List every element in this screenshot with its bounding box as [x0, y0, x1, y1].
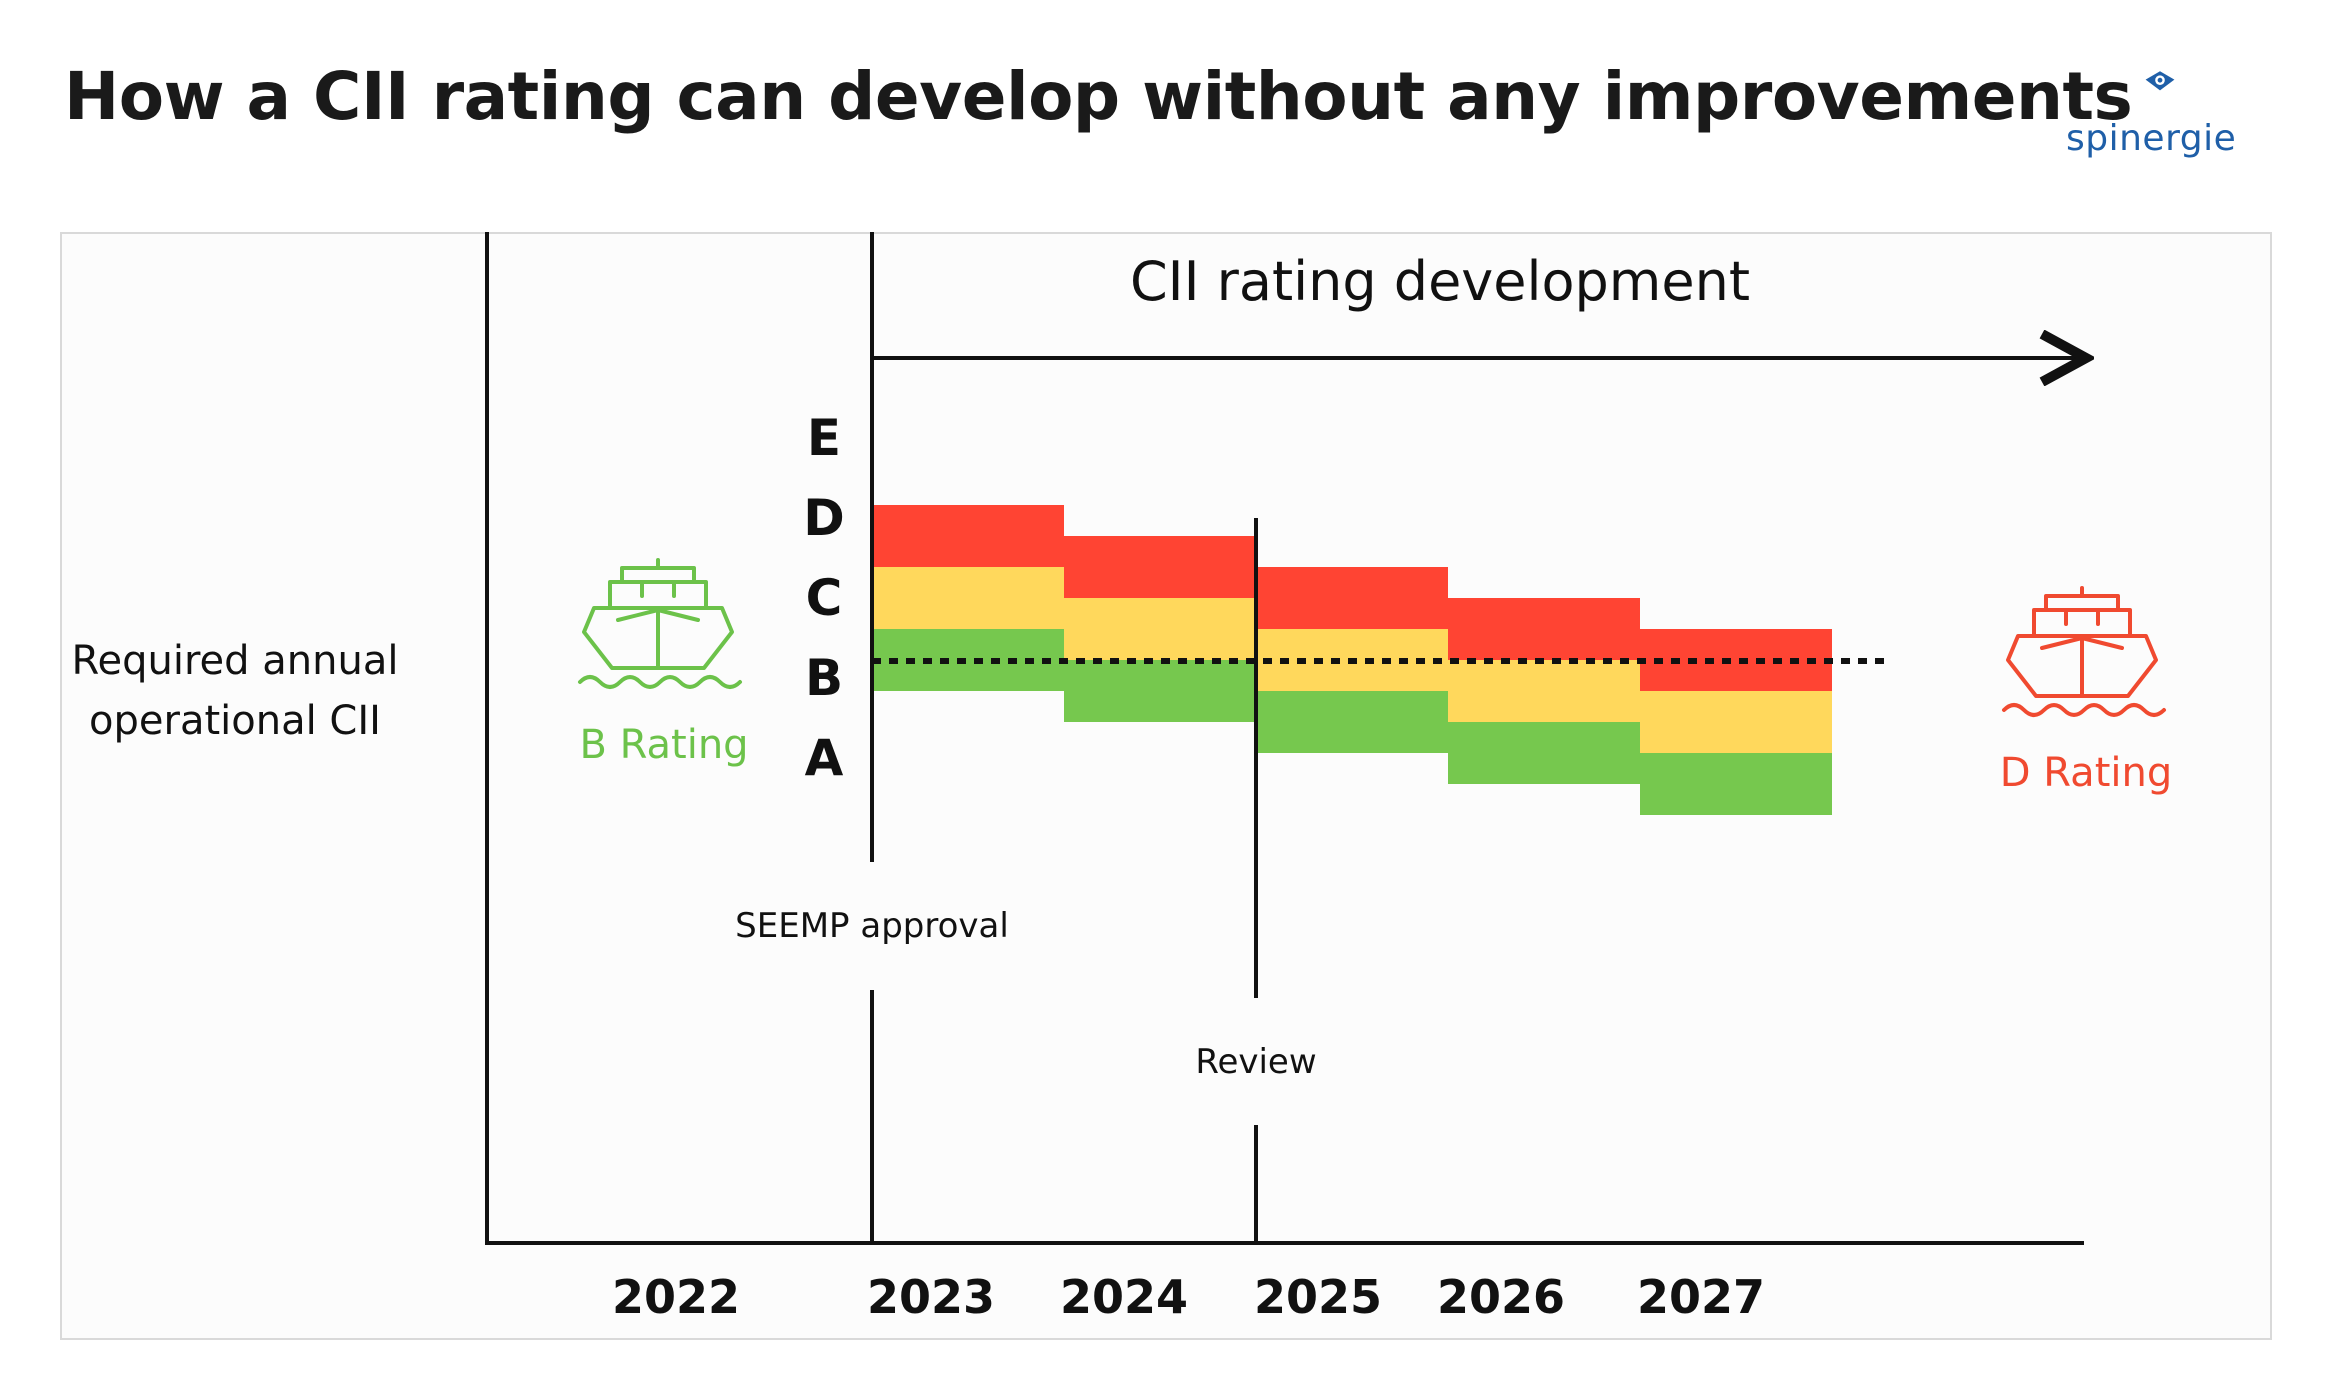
band-yellow-2024: [1064, 598, 1256, 660]
development-header: CII rating development: [1130, 250, 1750, 313]
band-green-2023: [872, 629, 1064, 691]
right-ship-label: D Rating: [2000, 750, 2172, 796]
band-yellow-2023: [872, 567, 1064, 629]
band-red-2026: [1448, 598, 1640, 660]
year-label: 2027: [1637, 1270, 1765, 1324]
rating-letters: E D C B A: [803, 409, 845, 787]
band-red-2023: [872, 505, 1064, 567]
rating-letter-a: A: [805, 729, 844, 787]
band-red-2025: [1256, 567, 1448, 629]
ship-icon-green: [578, 558, 742, 689]
page-title: How a CII rating can develop without any…: [64, 58, 2133, 135]
rating-letter-e: E: [807, 409, 841, 467]
band-green-2026: [1448, 722, 1640, 784]
ship-icon-red: [2002, 586, 2166, 717]
band-green-2025: [1256, 691, 1448, 753]
band-yellow-2027: [1640, 691, 1832, 753]
spinergie-logo: [2145, 71, 2175, 91]
rating-bands: [872, 505, 1832, 815]
rating-letter-b: B: [805, 649, 843, 707]
year-label: 2026: [1437, 1270, 1565, 1324]
band-red-2024: [1064, 536, 1256, 598]
left-ship-label: B Rating: [579, 722, 748, 768]
review-label: Review: [1195, 1042, 1316, 1082]
rating-letter-c: C: [806, 569, 843, 627]
band-red-2027: [1640, 629, 1832, 691]
band-yellow-2026: [1448, 660, 1640, 722]
diagram-panel: [60, 232, 2272, 1340]
y-label-line2: operational CII: [89, 698, 381, 744]
year-label: 2025: [1254, 1270, 1382, 1324]
band-green-2024: [1064, 660, 1256, 722]
band-green-2027: [1640, 753, 1832, 815]
rating-letter-d: D: [803, 489, 845, 547]
year-label: 2022: [612, 1270, 740, 1324]
year-label: 2023: [867, 1270, 995, 1324]
logo-text: spinergie: [2066, 118, 2237, 159]
y-label-line1: Required annual: [72, 638, 399, 684]
year-label: 2024: [1060, 1270, 1188, 1324]
seemp-label: SEEMP approval: [735, 906, 1009, 946]
eye-icon: [2145, 71, 2175, 91]
